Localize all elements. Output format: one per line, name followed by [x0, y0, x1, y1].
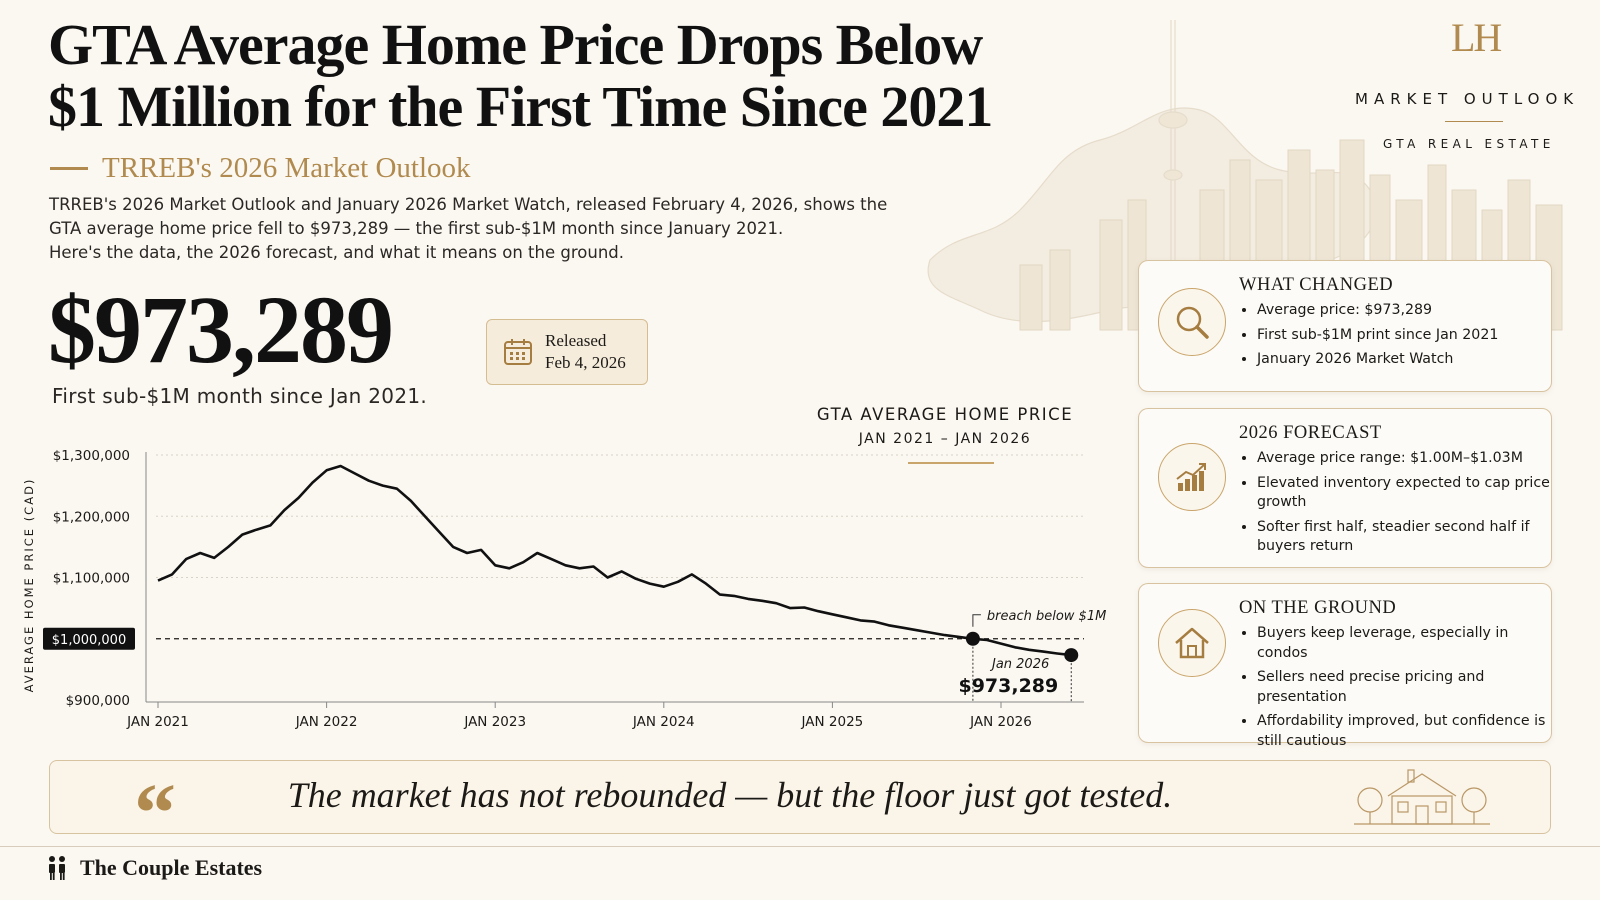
card-list-on-the-ground: Buyers keep leverage, especially in cond…	[1239, 624, 1557, 756]
end-value-label: $973,289	[958, 675, 1058, 697]
intro-line-2: GTA average home price fell to $973,289 …	[49, 219, 784, 238]
headline: GTA Average Home Price Drops Below $1 Mi…	[48, 14, 1028, 138]
y-axis-label: AVERAGE HOME PRICE (CAD)	[22, 478, 36, 693]
list-item: Buyers keep leverage, especially in cond…	[1257, 624, 1557, 663]
list-item: Elevated inventory expected to cap price…	[1257, 474, 1557, 513]
released-badge: Released Feb 4, 2026	[486, 319, 648, 385]
calendar-icon	[504, 339, 532, 365]
list-item: First sub-$1M print since Jan 2021	[1257, 326, 1557, 346]
couple-icon	[49, 856, 65, 880]
chart-annotations: breach below $1M Jan 2026 $973,289	[958, 609, 1106, 702]
card-what-changed: WHAT CHANGED Average price: $973,289 Fir…	[1138, 260, 1552, 392]
intro-line-3: Here's the data, the 2026 forecast, and …	[49, 243, 625, 262]
logo-title: MARKET OUTLOOK	[1355, 90, 1580, 108]
released-label: Released	[545, 331, 607, 350]
footer-divider	[0, 846, 1600, 847]
list-item: Softer first half, steadier second half …	[1257, 518, 1557, 557]
end-annotation-label: Jan 2026	[989, 657, 1049, 672]
card-title-what-changed: WHAT CHANGED	[1239, 275, 1394, 295]
price-line	[157, 464, 1072, 657]
quote-text: The market has not rebounded — but the f…	[287, 775, 1173, 815]
chart-title-rule	[908, 462, 994, 464]
logo-divider	[1445, 121, 1503, 122]
y-tick-label: $1,300,000	[53, 448, 130, 464]
x-tick-label: JAN 2026	[969, 714, 1032, 730]
end-point	[1064, 648, 1079, 663]
footer-brand: The Couple Estates	[46, 855, 262, 881]
headline-line-2: $1 Million for the First Time Since 2021	[48, 74, 993, 139]
list-item: Sellers need precise pricing and present…	[1257, 668, 1557, 707]
breach-leader	[972, 614, 981, 627]
logo-subtitle: GTA REAL ESTATE	[1383, 137, 1555, 151]
card-title-on-the-ground: ON THE GROUND	[1239, 598, 1397, 618]
house-illustration	[1354, 769, 1490, 825]
house-icon	[1158, 609, 1226, 677]
y-tick-label: $1,000,000	[52, 633, 126, 648]
price-caption: First sub-$1M month since Jan 2021.	[52, 384, 428, 408]
x-tick-label: JAN 2025	[801, 714, 864, 730]
card-on-the-ground: ON THE GROUND Buyers keep leverage, espe…	[1138, 583, 1552, 749]
card-list-2026-forecast: Average price range: $1.00M–$1.03M Eleva…	[1239, 449, 1557, 562]
y-tick-label: $1,200,000	[53, 509, 130, 525]
footer-brand-name: The Couple Estates	[80, 855, 263, 880]
intro-line-1: TRREB's 2026 Market Outlook and January …	[49, 195, 888, 214]
subhead-text: TRREB's 2026 Market Outlook	[102, 152, 471, 184]
growth-chart-icon	[1158, 443, 1226, 511]
card-list-what-changed: Average price: $973,289 First sub-$1M pr…	[1239, 301, 1557, 375]
chart-subtitle: JAN 2021 – JAN 2026	[858, 431, 1032, 447]
x-tick-label: JAN 2021	[126, 714, 189, 730]
quote-banner	[49, 760, 1551, 834]
breach-annotation: breach below $1M	[987, 609, 1106, 624]
x-tick-label: JAN 2022	[295, 714, 358, 730]
subhead: TRREB's 2026 Market Outlook	[50, 152, 471, 185]
subhead-rule	[50, 167, 88, 170]
chart-grid	[156, 454, 1084, 640]
list-item: Affordability improved, but confidence i…	[1257, 712, 1557, 751]
card-title-2026-forecast: 2026 FORECAST	[1239, 423, 1382, 443]
headline-line-1: GTA Average Home Price Drops Below	[48, 12, 983, 77]
y-tick-label: $1,100,000	[53, 571, 130, 587]
x-tick-label: JAN 2023	[463, 714, 526, 730]
intro-paragraph: TRREB's 2026 Market Outlook and January …	[49, 193, 909, 265]
search-icon	[1158, 288, 1226, 356]
list-item: Average price: $973,289	[1257, 301, 1557, 321]
x-tick-label: JAN 2024	[632, 714, 695, 730]
chart-axes: $900,000 $1,000,000 $1,100,000 $1,200,000 $1…	[22, 448, 1084, 730]
chart-title: GTA AVERAGE HOME PRICE	[816, 405, 1074, 424]
card-2026-forecast: 2026 FORECAST Average price range: $1.00…	[1138, 408, 1552, 568]
list-item: January 2026 Market Watch	[1257, 350, 1557, 370]
big-price: $973,289	[48, 276, 394, 383]
logo-mark: LH	[1451, 15, 1502, 60]
chart-series	[157, 464, 1072, 657]
released-date: Feb 4, 2026	[545, 353, 626, 372]
quote-mark-icon: “	[134, 767, 176, 860]
y-tick-label: $900,000	[66, 693, 130, 709]
reference-label-bg	[43, 627, 135, 650]
breach-point	[965, 631, 980, 646]
list-item: Average price range: $1.00M–$1.03M	[1257, 449, 1557, 469]
